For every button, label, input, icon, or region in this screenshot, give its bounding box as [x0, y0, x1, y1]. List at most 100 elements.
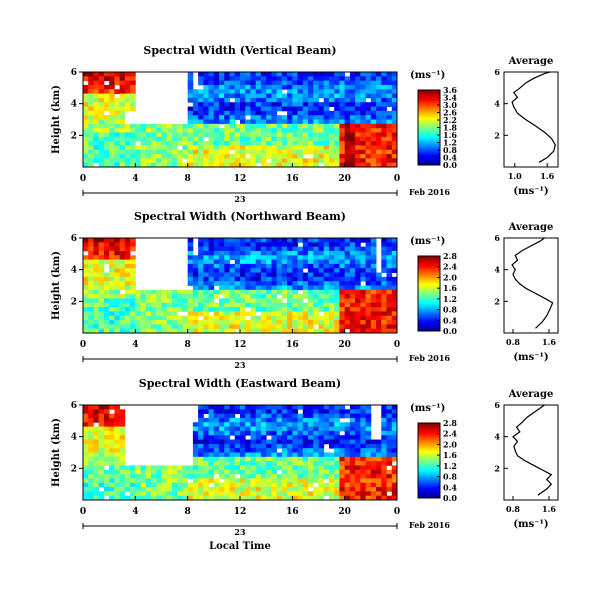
heatmap-cell	[208, 413, 215, 419]
heatmap-cell	[381, 426, 387, 432]
heatmap-cell	[124, 102, 131, 107]
heatmap-cell	[219, 255, 225, 260]
heatmap-cell	[355, 482, 361, 488]
heatmap-cell	[365, 102, 372, 107]
heatmap-cell	[308, 263, 314, 269]
heatmap-cell	[281, 315, 288, 321]
heatmap-cell	[240, 315, 246, 321]
heatmap-cell	[187, 272, 194, 278]
heatmap-cell	[391, 298, 398, 304]
heatmap-cell	[219, 246, 225, 252]
heatmap-cell	[198, 162, 204, 168]
heatmap-cell	[130, 272, 136, 278]
date-month-label: Feb 2016	[409, 187, 450, 197]
heatmap-cell	[124, 328, 131, 334]
heatmap-cell	[250, 115, 257, 120]
heatmap-cell	[198, 405, 204, 410]
heatmap-cell	[292, 259, 298, 265]
heatmap-cell	[245, 439, 251, 445]
heatmap-cell	[208, 435, 215, 440]
heatmap-cell	[370, 119, 377, 125]
heatmap-cell	[386, 294, 393, 299]
heatmap-cell	[213, 448, 220, 453]
heatmap-cell	[156, 154, 162, 159]
heatmap-cell	[376, 154, 382, 159]
heatmap-cell	[135, 491, 141, 497]
heatmap-cell	[250, 141, 257, 146]
heatmap-cell	[182, 328, 189, 334]
heatmap-cell	[266, 478, 272, 484]
heatmap-cell	[219, 268, 225, 273]
heatmap-cell	[292, 149, 298, 155]
heatmap-cell	[297, 448, 304, 453]
heatmap-cell	[281, 435, 288, 440]
heatmap-cell	[203, 158, 209, 164]
heatmap-cell	[234, 242, 241, 248]
heatmap-cell	[323, 162, 330, 168]
heatmap-cell	[339, 491, 346, 497]
heatmap-cell	[109, 250, 115, 256]
heatmap-cell	[250, 285, 257, 291]
heatmap-cell	[208, 132, 215, 138]
heatmap-cell	[229, 289, 236, 295]
heatmap-cell	[245, 285, 251, 291]
heatmap-cell	[308, 417, 314, 423]
heatmap-cell	[281, 409, 288, 415]
heatmap-cell	[109, 141, 115, 146]
heatmap-cell	[198, 465, 204, 471]
heatmap-cell	[192, 307, 199, 312]
heatmap-cell	[213, 478, 220, 484]
heatmap-cell	[386, 430, 393, 436]
heatmap-cell	[203, 487, 209, 492]
heatmap-cell	[114, 413, 121, 419]
average-frame	[503, 237, 559, 334]
heatmap-cell	[98, 123, 105, 129]
heatmap-cell	[219, 315, 225, 321]
heatmap-cell	[171, 307, 178, 312]
heatmap-cell	[103, 276, 110, 282]
heatmap-cell	[281, 311, 288, 317]
heatmap-cell	[219, 102, 225, 107]
heatmap-cell	[276, 89, 283, 94]
heatmap-cell	[281, 259, 288, 265]
heatmap-cell	[88, 93, 94, 99]
heatmap-cell	[302, 76, 309, 82]
heatmap-cell	[192, 482, 199, 488]
heatmap-cell	[308, 478, 314, 484]
heatmap-cell	[260, 238, 267, 243]
heatmap-cell	[370, 123, 377, 129]
heatmap-cell	[271, 430, 278, 436]
heatmap-cell	[203, 452, 209, 458]
heatmap-cell	[334, 115, 340, 120]
heatmap-cell	[145, 298, 152, 304]
heatmap-cell	[114, 298, 121, 304]
heatmap-cell	[287, 465, 293, 471]
heatmap-cell	[360, 448, 366, 453]
heatmap-cell	[313, 487, 319, 492]
heatmap-cell	[140, 162, 147, 168]
heatmap-cell	[302, 255, 309, 260]
heatmap-cell	[250, 110, 257, 116]
heatmap-cell	[360, 97, 366, 103]
heatmap-cell	[140, 149, 147, 155]
heatmap-cell	[88, 409, 94, 415]
heatmap-cell	[109, 474, 115, 479]
heatmap-cell	[229, 328, 236, 334]
heatmap-cell	[198, 97, 204, 103]
heatmap-cell	[360, 461, 366, 466]
heatmap-cell	[240, 250, 246, 256]
heatmap-cell	[386, 487, 393, 492]
heatmap-cell	[250, 311, 257, 317]
heatmap-cell	[391, 115, 398, 120]
heatmap-cell	[313, 93, 319, 99]
heatmap-cell	[323, 294, 330, 299]
heatmap-cell	[344, 255, 351, 260]
heatmap-cell	[255, 259, 262, 265]
heatmap-cell	[114, 89, 121, 94]
heatmap-cell	[208, 154, 215, 159]
heatmap-cell	[344, 158, 351, 164]
heatmap-cell	[344, 84, 351, 90]
heatmap-cell	[255, 141, 262, 146]
heatmap-cell	[83, 255, 89, 260]
heatmap-cell	[119, 469, 126, 475]
